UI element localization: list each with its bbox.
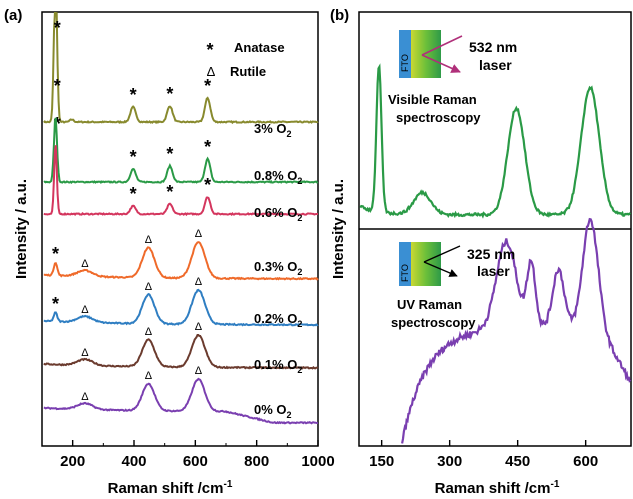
series-label: 0.2% O2: [254, 311, 302, 329]
panel-b-y-axis-label: Intensity / a.u.: [330, 179, 347, 279]
scattered-beam: [421, 54, 461, 73]
series-line-0-2-o2: [43, 288, 319, 327]
panel-a: (a) **** * ** * ** * ** ΔΔ Δ* ΔΔ ΔΔΔ ΔΔΔ Δ 200 400 600…: [4, 7, 335, 497]
panel-b-x-ticks: 150 300 450 600: [369, 440, 598, 470]
x-tick-label: 300: [437, 453, 462, 470]
panel-a-x-axis-label: Raman shift /cm-1: [108, 479, 233, 497]
series-label: 0.1% O2: [254, 357, 302, 375]
anatase-marker: *: [52, 294, 59, 314]
series-line-0-3-o2: [43, 241, 319, 281]
incident-beam-uv: [423, 245, 461, 263]
legend-rutile-marker: Δ: [207, 64, 216, 79]
panel-a-frame: [41, 11, 319, 447]
scattered-beam-uv: [423, 261, 458, 277]
series-label: 0.3% O2: [254, 259, 302, 277]
anatase-marker: *: [204, 76, 211, 96]
panel-b: (b) 150 300 450 600 Intensity / a.u. Raman …: [330, 7, 632, 497]
panel-a-series-labels: 3% O2 0.8% O2 0.6% O2 0.3% O2 0.2% O2 0.1% O2…: [254, 121, 302, 420]
rutile-marker: Δ: [145, 234, 153, 246]
anatase-marker: *: [166, 144, 173, 164]
visible-raman-inset: FTO 532 nm laser Visible Raman spectrosc…: [388, 30, 517, 125]
series-label: 0% O2: [254, 402, 292, 420]
anatase-marker: *: [204, 175, 211, 195]
panel-b-x-axis-label: Raman shift /cm-1: [435, 479, 560, 497]
x-tick-label: 1000: [301, 453, 334, 470]
laser-word-top: laser: [479, 57, 512, 73]
incident-beam: [421, 35, 463, 56]
panel-a-label: (a): [4, 7, 22, 24]
legend-rutile-label: Rutile: [230, 64, 266, 79]
rutile-marker: Δ: [81, 258, 89, 270]
series-line-0-6-o2: [43, 145, 318, 217]
series-label: 0.8% O2: [254, 168, 302, 186]
x-tick-label: 400: [121, 453, 146, 470]
rutile-marker: Δ: [195, 365, 203, 377]
series-line-0-8-o2: [43, 117, 319, 184]
rutile-marker: Δ: [195, 228, 203, 240]
x-tick-label: 800: [244, 453, 269, 470]
fto-label-uv: FTO: [400, 264, 410, 282]
series-label: 0.6% O2: [254, 205, 302, 223]
tio2-film-uv: [411, 242, 441, 286]
laser-wavelength-325: 325 nm: [467, 246, 515, 262]
series-line-0-o2: [43, 377, 319, 425]
rutile-marker: Δ: [195, 321, 203, 333]
x-tick-label: 150: [369, 453, 394, 470]
anatase-marker: *: [54, 76, 61, 96]
legend-anatase-marker: *: [206, 40, 213, 60]
visible-raman-caption-line1: Visible Raman: [388, 92, 477, 107]
visible-raman-spectrum-line: [359, 63, 632, 219]
fto-layer-uv: [399, 242, 411, 286]
rutile-marker: Δ: [145, 326, 153, 338]
panel-b-label: (b): [330, 7, 349, 24]
legend-anatase-label: Anatase: [234, 40, 285, 55]
tio2-film: [411, 30, 441, 78]
anatase-marker: *: [54, 18, 61, 38]
anatase-marker: *: [130, 184, 137, 204]
x-tick-label: 600: [183, 453, 208, 470]
anatase-marker: *: [130, 85, 137, 105]
uv-raman-inset: FTO 325 nm laser UV Raman spectroscopy: [391, 242, 515, 330]
anatase-marker: *: [204, 137, 211, 157]
anatase-marker: *: [130, 147, 137, 167]
x-tick-label: 450: [505, 453, 530, 470]
rutile-marker: Δ: [81, 347, 89, 359]
series-line-0-1-o2: [43, 334, 319, 370]
fto-label: FTO: [400, 54, 410, 72]
anatase-marker: *: [52, 244, 59, 264]
anatase-marker: *: [166, 182, 173, 202]
uv-raman-caption-line1: UV Raman: [397, 297, 462, 312]
rutile-marker: Δ: [195, 276, 203, 288]
x-tick-label: 200: [60, 453, 85, 470]
panel-a-y-axis-label: Intensity / a.u.: [13, 179, 30, 279]
rutile-marker: Δ: [81, 304, 89, 316]
visible-raman-caption-line2: spectroscopy: [396, 110, 481, 125]
rutile-marker: Δ: [145, 281, 153, 293]
series-line-3-o2: [43, 12, 319, 125]
rutile-marker: Δ: [145, 370, 153, 382]
panel-b-plot-area: [359, 63, 632, 444]
rutile-marker: Δ: [81, 391, 89, 403]
laser-word-bottom: laser: [477, 263, 510, 279]
uv-raman-spectrum-line: [401, 217, 632, 444]
anatase-marker: *: [166, 84, 173, 104]
anatase-marker: *: [54, 114, 61, 134]
laser-wavelength-532: 532 nm: [469, 39, 517, 55]
series-label: 3% O2: [254, 121, 292, 139]
panel-a-plot-area: **** * ** * ** * ** ΔΔ Δ* ΔΔ ΔΔΔ ΔΔΔ Δ: [43, 12, 319, 425]
x-tick-label: 600: [573, 453, 598, 470]
panel-a-x-ticks: 200 400 600 800 1000: [60, 440, 335, 470]
panel-a-legend: * Anatase Δ Rutile: [206, 40, 284, 79]
fto-layer: [399, 30, 411, 78]
uv-raman-caption-line2: spectroscopy: [391, 315, 476, 330]
